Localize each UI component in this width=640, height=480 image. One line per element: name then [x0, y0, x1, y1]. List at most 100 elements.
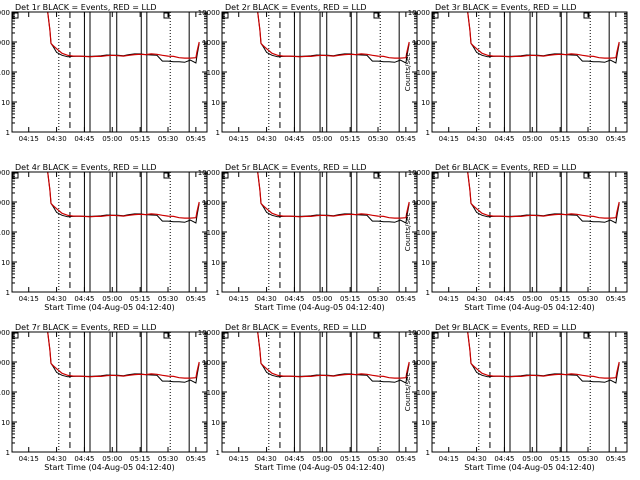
corner-marker: [163, 172, 170, 179]
x-tick-label: 04:45: [494, 295, 514, 303]
y-tick-label: 1000: [0, 39, 10, 47]
plot-frame: [11, 331, 208, 453]
corner-marker: [373, 332, 380, 339]
x-tick-label: 05:00: [102, 295, 122, 303]
x-tick-label: 04:45: [284, 135, 304, 143]
x-tick-label: 04:30: [466, 135, 486, 143]
y-tick-label: 10000: [0, 329, 10, 337]
x-tick-label: 04:30: [256, 295, 276, 303]
y-tick-label: 1000: [202, 199, 220, 207]
x-tick-label: 04:45: [74, 455, 94, 463]
x-axis-label: Start Time (04-Aug-05 04:12:40): [254, 303, 385, 312]
x-tick-label: 05:15: [550, 295, 570, 303]
x-tick-label: 05:30: [158, 455, 178, 463]
corner-marker: [222, 332, 229, 339]
x-tick-label: 04:30: [256, 455, 276, 463]
y-axis-label: Counts/sec: [404, 213, 412, 252]
x-tick-label: 05:00: [522, 455, 542, 463]
y-tick-label: 1000: [412, 199, 430, 207]
panel-3: Det 3r BLACK = Events, RED = LLD 1 10 100 10…: [404, 3, 628, 143]
series-line-lld: [257, 12, 410, 59]
x-tick-label: 05:30: [368, 295, 388, 303]
panel-5: Det 5r BLACK = Events, RED = LLD 1 10 100 10…: [198, 163, 418, 312]
y-tick-label: 1: [216, 129, 220, 137]
series-line-lld: [467, 172, 620, 219]
y-tick-label: 1000: [0, 199, 10, 207]
y-tick-label: 10: [1, 259, 10, 267]
x-tick-label: 05:00: [312, 135, 332, 143]
series-line-lld: [47, 332, 200, 379]
y-tick-label: 1: [216, 449, 220, 457]
corner-marker: [222, 12, 229, 19]
chart-title: Det 4r BLACK = Events, RED = LLD: [15, 163, 157, 172]
chart-title: Det 6r BLACK = Events, RED = LLD: [435, 163, 577, 172]
y-tick-label: 100: [417, 389, 430, 397]
x-tick-label: 04:15: [19, 295, 39, 303]
plot-frame: [431, 11, 628, 133]
x-axis-label: Start Time (04-Aug-05 04:12:40): [44, 303, 175, 312]
x-tick-label: 04:30: [466, 295, 486, 303]
x-axis-label: Start Time (04-Aug-05 04:12:40): [44, 463, 175, 472]
y-tick-label: 1: [6, 449, 10, 457]
corner-marker: [432, 332, 439, 339]
x-tick-label: 04:45: [494, 455, 514, 463]
plot-frame: [11, 11, 208, 133]
x-tick-label: 04:45: [284, 295, 304, 303]
y-tick-label: 100: [0, 229, 10, 237]
x-tick-label: 04:30: [46, 455, 66, 463]
series-line-lld: [47, 172, 200, 219]
corner-marker: [163, 12, 170, 19]
y-tick-label: 1: [6, 129, 10, 137]
plot-frame: [431, 171, 628, 293]
x-tick-label: 04:15: [229, 455, 249, 463]
corner-marker: [12, 12, 19, 19]
x-tick-label: 05:45: [606, 135, 626, 143]
y-tick-label: 10: [421, 259, 430, 267]
x-tick-label: 05:00: [102, 455, 122, 463]
x-tick-label: 05:15: [340, 455, 360, 463]
x-tick-label: 04:15: [439, 135, 459, 143]
corner-marker: [432, 172, 439, 179]
panel-8: Det 8r BLACK = Events, RED = LLD 1 10 100 10…: [198, 323, 418, 472]
y-tick-label: 10: [1, 419, 10, 427]
y-tick-label: 10: [211, 419, 220, 427]
y-tick-label: 10000: [0, 169, 10, 177]
x-tick-label: 04:15: [19, 135, 39, 143]
corner-marker: [373, 172, 380, 179]
y-tick-label: 1: [426, 449, 430, 457]
series-line-lld: [47, 12, 200, 59]
y-tick-label: 100: [207, 229, 220, 237]
x-tick-label: 05:45: [396, 455, 416, 463]
y-tick-label: 100: [417, 229, 430, 237]
chart-title: Det 1r BLACK = Events, RED = LLD: [15, 3, 157, 12]
panel-2: Det 2r BLACK = Events, RED = LLD 1 10 100 10…: [198, 3, 418, 143]
x-tick-label: 05:45: [396, 295, 416, 303]
x-tick-label: 05:30: [158, 295, 178, 303]
x-tick-label: 04:45: [494, 135, 514, 143]
x-tick-label: 04:15: [439, 455, 459, 463]
y-tick-label: 10000: [408, 329, 430, 337]
x-tick-label: 05:00: [312, 455, 332, 463]
y-tick-label: 1000: [202, 39, 220, 47]
y-tick-label: 10: [421, 419, 430, 427]
corner-marker: [222, 172, 229, 179]
corner-marker: [163, 332, 170, 339]
x-tick-label: 04:30: [46, 135, 66, 143]
x-tick-label: 05:15: [340, 295, 360, 303]
x-tick-label: 04:45: [74, 295, 94, 303]
y-tick-label: 10000: [198, 9, 220, 17]
panel-7: Det 7r BLACK = Events, RED = LLD 1 10 100 10…: [0, 323, 208, 472]
x-tick-label: 04:30: [256, 135, 276, 143]
x-tick-label: 05:15: [550, 455, 570, 463]
chart-title: Det 5r BLACK = Events, RED = LLD: [225, 163, 367, 172]
x-tick-label: 05:45: [606, 455, 626, 463]
x-tick-label: 05:45: [396, 135, 416, 143]
plot-frame: [221, 11, 418, 133]
y-tick-label: 10: [211, 99, 220, 107]
series-line-lld: [257, 172, 410, 219]
corner-marker: [583, 172, 590, 179]
y-tick-label: 10000: [0, 9, 10, 17]
corner-marker: [583, 12, 590, 19]
x-tick-label: 04:45: [74, 135, 94, 143]
